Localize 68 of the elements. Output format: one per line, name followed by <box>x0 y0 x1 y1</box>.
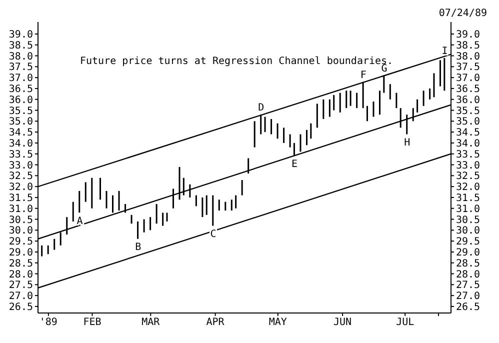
annotation: I <box>442 46 448 57</box>
y-tick-label: 39.0 <box>8 30 33 41</box>
y-tick-label: 27.5 <box>8 280 33 292</box>
y2-tick-label: 36.0 <box>456 94 480 106</box>
y-tick-label: 31.5 <box>8 193 33 204</box>
y2-tick-label: 35.0 <box>456 116 480 128</box>
y-tick-label: 34.0 <box>8 138 33 150</box>
annotation: E <box>292 159 298 170</box>
y2-tick-label: 27.5 <box>456 280 480 292</box>
y2-tick-label: 27.0 <box>456 291 480 302</box>
y2-tick-label: 30.0 <box>456 226 480 237</box>
x-tick-label: JUL <box>396 317 414 328</box>
annotation: B <box>135 242 142 253</box>
y2-tick-label: 29.5 <box>456 236 480 248</box>
annotation: D <box>258 102 264 114</box>
text: 07/24/89 <box>438 8 487 19</box>
y2-tick-label: 35.5 <box>456 106 480 117</box>
y2-tick-label: 31.5 <box>456 193 480 204</box>
y2-tick-label: 33.0 <box>456 160 480 172</box>
y-tick-label: 32.5 <box>8 171 33 182</box>
annotation: H <box>404 137 410 148</box>
y-tick-label: 34.5 <box>8 128 33 139</box>
y2-tick-label: 28.0 <box>456 269 480 280</box>
y2-tick-label: 34.0 <box>456 138 480 150</box>
y2-tick-label: 29.0 <box>456 248 480 259</box>
y-tick-label: 30.0 <box>8 226 33 237</box>
y2-tick-label: 30.5 <box>456 214 480 226</box>
y2-tick-label: 37.0 <box>456 73 480 84</box>
y-tick-label: 30.5 <box>8 214 33 226</box>
y2-tick-label: 39.0 <box>456 30 480 41</box>
y-tick-label: 33.0 <box>8 160 33 172</box>
y-tick-label: 36.5 <box>8 84 33 96</box>
y-tick-label: 26.5 <box>8 302 33 314</box>
y-tick-label: 31.0 <box>8 204 33 215</box>
y-tick-label: 35.5 <box>8 106 33 117</box>
x-tick-label: FEB <box>83 317 102 328</box>
y-tick-label: 37.5 <box>8 62 33 74</box>
y2-tick-label: 34.5 <box>456 128 480 139</box>
y2-tick-label: 31.0 <box>456 204 480 215</box>
annotation: F <box>360 70 366 81</box>
annotation: G <box>381 63 388 74</box>
y2-tick-label: 38.0 <box>456 51 480 62</box>
y-tick-label: 27.0 <box>8 291 33 302</box>
y2-tick-label: 36.5 <box>456 84 480 96</box>
y2-tick-label: 26.5 <box>456 302 480 314</box>
y-tick-label: 36.0 <box>8 94 33 106</box>
y-tick-label: 35.0 <box>8 116 33 128</box>
x-tick-label: MAY <box>268 317 287 328</box>
y2-tick-label: 28.5 <box>456 258 480 270</box>
y2-tick-label: 37.5 <box>456 62 480 74</box>
y2-tick-label: 33.5 <box>456 149 480 160</box>
y2-tick-label: 32.0 <box>456 182 480 194</box>
y2-tick-label: 32.5 <box>456 171 480 182</box>
x-tick-label: '89 <box>39 317 58 328</box>
y-tick-label: 29.0 <box>8 248 33 259</box>
x-tick-label: MAR <box>142 317 161 328</box>
y-tick-label: 29.5 <box>8 236 33 248</box>
y-tick-label: 38.0 <box>8 51 33 62</box>
y2-tick-label: 38.5 <box>456 40 480 52</box>
y-tick-label: 32.0 <box>8 182 33 194</box>
y-tick-label: 38.5 <box>8 40 33 52</box>
y-tick-label: 28.5 <box>8 258 33 270</box>
y-tick-label: 33.5 <box>8 149 33 160</box>
annotation: A <box>76 216 83 227</box>
y-tick-label: 37.0 <box>8 73 33 84</box>
x-tick-label: APR <box>206 317 226 328</box>
x-tick-label: JUN <box>334 317 352 328</box>
y-tick-label: 28.0 <box>8 269 33 280</box>
